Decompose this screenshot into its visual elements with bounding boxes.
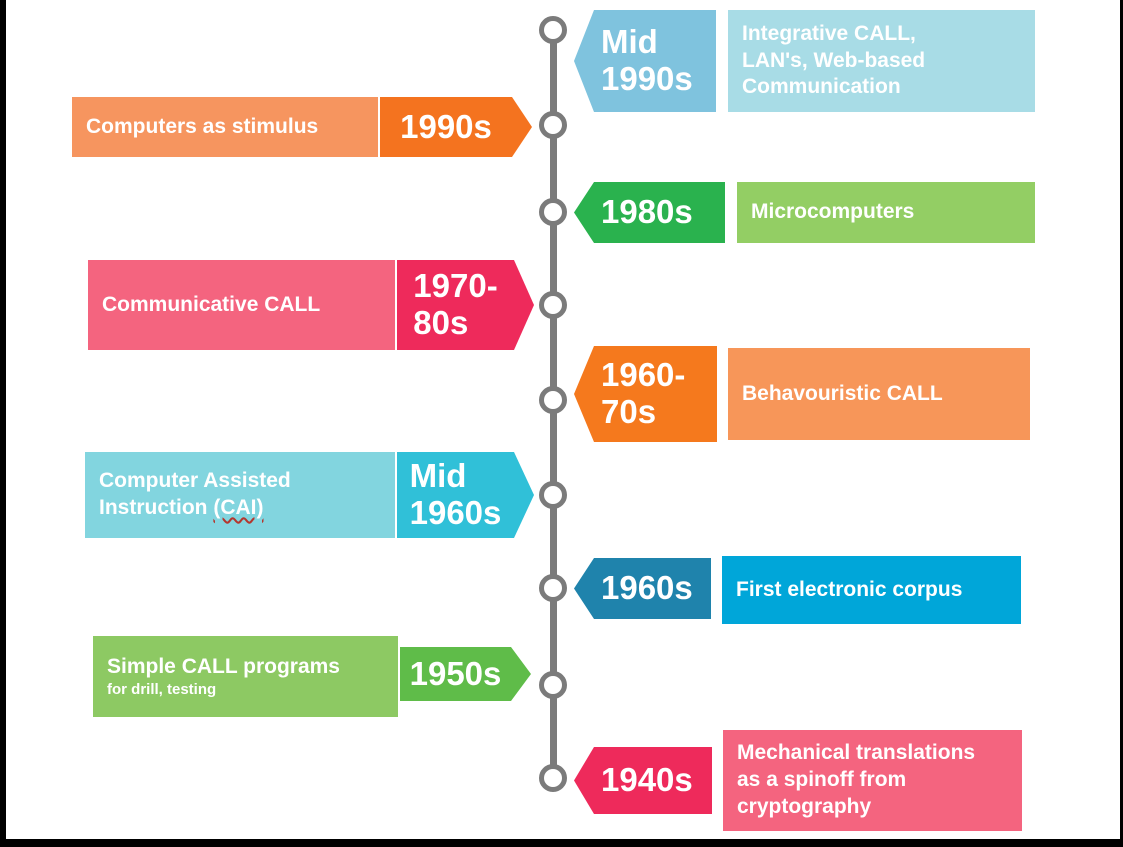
frame-border-right	[1120, 0, 1123, 847]
description-text: Computer Assisted Instruction	[99, 469, 291, 519]
year-text: Mid 1990s	[601, 23, 693, 97]
timeline-node	[539, 16, 567, 44]
description-subtext: for drill, testing	[107, 680, 217, 698]
event-description: Computer Assisted Instruction (CAI)	[85, 452, 395, 538]
year-text: 1950s	[409, 654, 502, 692]
frame-border-bottom	[0, 839, 1123, 847]
event-description: Communicative CALL	[88, 260, 395, 350]
description-text: Microcomputers	[751, 200, 915, 224]
description-text: First electronic corpus	[736, 577, 963, 601]
timeline-node	[539, 198, 567, 226]
year-text: 1960s	[601, 569, 693, 607]
description-text: Simple CALL programs	[107, 655, 340, 679]
year-text: Mid 1960s	[409, 457, 502, 531]
description-text: Behavouristic CALL	[742, 381, 943, 405]
year-label: 1960s	[574, 558, 711, 619]
year-label: 1940s	[574, 747, 712, 814]
year-label: Mid 1990s	[574, 10, 716, 112]
description-text: Mechanical translations as a spinoff fro…	[737, 741, 976, 818]
year-label: 1980s	[574, 182, 725, 243]
year-label: 1960- 70s	[574, 346, 717, 442]
year-label: 1970- 80s	[397, 260, 534, 350]
year-label: Mid 1960s	[397, 452, 534, 538]
timeline-node	[539, 111, 567, 139]
year-text: 1960- 70s	[601, 356, 686, 430]
event-description: Behavouristic CALL	[728, 348, 1030, 440]
timeline-node	[539, 671, 567, 699]
year-text: 1940s	[601, 761, 693, 799]
description-cai-text: (CAI)	[213, 495, 264, 519]
description-text: Communicative CALL	[102, 292, 321, 316]
timeline-node	[539, 481, 567, 509]
description-text: Computers as stimulus	[86, 114, 319, 138]
timeline-node	[539, 386, 567, 414]
event-description: Simple CALL programs for drill, testing	[93, 636, 398, 717]
timeline-node	[539, 764, 567, 792]
timeline-node	[539, 574, 567, 602]
description-text: Integrative CALL, LAN's, Web-based Commu…	[742, 21, 926, 99]
frame-border-left	[0, 0, 6, 847]
timeline-node	[539, 291, 567, 319]
year-text: 1970- 80s	[413, 267, 498, 341]
year-label: 1990s	[380, 97, 532, 157]
event-description: First electronic corpus	[722, 556, 1021, 624]
event-description: Integrative CALL, LAN's, Web-based Commu…	[728, 10, 1035, 112]
year-text: 1980s	[601, 193, 693, 231]
event-description: Computers as stimulus	[72, 97, 378, 157]
event-description: Microcomputers	[737, 182, 1035, 243]
year-text: 1990s	[400, 107, 492, 145]
event-description: Mechanical translations as a spinoff fro…	[723, 730, 1022, 831]
year-label: 1950s	[400, 647, 531, 701]
